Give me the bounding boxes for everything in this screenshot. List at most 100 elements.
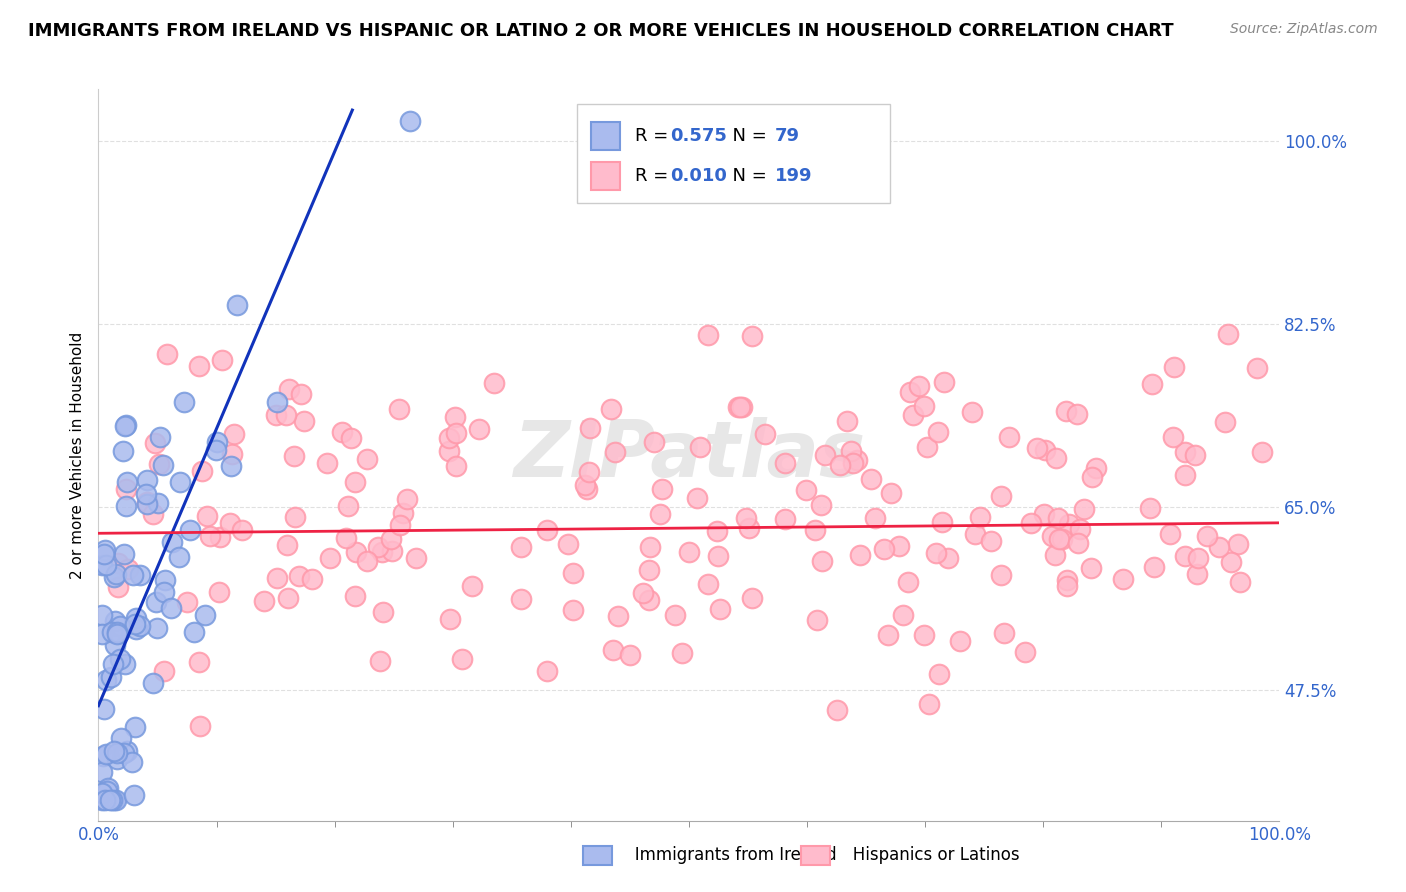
Point xyxy=(111,444,134,458)
Point xyxy=(153,664,176,678)
Point xyxy=(389,518,412,533)
Point xyxy=(274,409,297,423)
Point xyxy=(1163,359,1185,374)
Point xyxy=(276,538,298,552)
Point xyxy=(1219,555,1241,569)
Point xyxy=(1140,377,1163,392)
Point xyxy=(335,531,357,545)
Point xyxy=(444,426,467,441)
Point xyxy=(173,395,195,409)
Point xyxy=(1035,442,1057,457)
Point xyxy=(356,554,378,568)
Point xyxy=(727,400,749,414)
Point xyxy=(371,606,394,620)
Point xyxy=(754,426,776,441)
Point xyxy=(336,499,359,513)
Point xyxy=(94,542,117,557)
Point xyxy=(877,628,900,642)
Point xyxy=(633,586,655,600)
Point xyxy=(1056,573,1078,587)
Point xyxy=(114,657,136,672)
Point xyxy=(932,376,955,390)
Point xyxy=(266,395,288,409)
Point xyxy=(437,443,460,458)
Point xyxy=(696,577,718,591)
Point xyxy=(108,619,131,633)
Point xyxy=(1014,645,1036,659)
Point xyxy=(91,607,114,622)
Point xyxy=(686,491,709,505)
Point xyxy=(849,548,872,562)
Point xyxy=(356,451,378,466)
Point xyxy=(1139,500,1161,515)
Text: Hispanics or Latinos: Hispanics or Latinos xyxy=(837,846,1019,863)
Point xyxy=(91,627,114,641)
Point xyxy=(1045,451,1067,466)
Point xyxy=(969,510,991,524)
Point xyxy=(1213,415,1236,429)
Point xyxy=(114,418,136,433)
Point xyxy=(160,534,183,549)
Point xyxy=(115,482,138,496)
Point xyxy=(889,539,911,553)
Point xyxy=(135,495,157,509)
Point xyxy=(600,401,623,416)
Point xyxy=(579,421,602,435)
Point xyxy=(1195,529,1218,543)
Point xyxy=(1057,517,1080,532)
Point xyxy=(963,527,986,541)
Point xyxy=(814,448,837,462)
Point xyxy=(156,347,179,361)
Point xyxy=(1069,521,1091,535)
Point xyxy=(1174,549,1197,563)
Point xyxy=(136,473,159,487)
Point xyxy=(148,457,170,471)
Point xyxy=(1040,528,1063,542)
Point xyxy=(91,786,114,800)
Point xyxy=(93,548,115,562)
Point xyxy=(1081,469,1104,483)
Point xyxy=(689,440,711,454)
Text: ZIPatlas: ZIPatlas xyxy=(513,417,865,493)
Point xyxy=(1218,326,1240,341)
Point xyxy=(91,765,114,780)
Point xyxy=(1251,445,1274,459)
Point xyxy=(149,430,172,444)
Point xyxy=(960,405,983,419)
Point xyxy=(835,414,858,428)
Point xyxy=(931,515,953,529)
Point xyxy=(451,651,474,665)
Point xyxy=(1021,516,1043,530)
Point xyxy=(839,443,862,458)
Point xyxy=(167,550,190,565)
Point xyxy=(371,545,394,559)
Point xyxy=(105,751,128,765)
Point xyxy=(1112,572,1135,586)
Point xyxy=(100,669,122,683)
Point xyxy=(332,425,354,440)
Point xyxy=(1073,502,1095,516)
Point xyxy=(91,748,114,763)
Point xyxy=(142,507,165,521)
Point xyxy=(825,703,848,717)
Point xyxy=(145,594,167,608)
Y-axis label: 2 or more Vehicles in Household: 2 or more Vehicles in Household xyxy=(69,331,84,579)
Point xyxy=(179,523,201,537)
Point xyxy=(664,607,686,622)
Point xyxy=(443,409,465,424)
Point xyxy=(146,496,169,510)
Point xyxy=(912,399,935,413)
Point xyxy=(444,458,467,473)
Point xyxy=(105,624,128,639)
Point xyxy=(845,453,868,467)
Point xyxy=(1080,561,1102,575)
Text: 0.575: 0.575 xyxy=(671,127,727,145)
Point xyxy=(678,544,700,558)
Point xyxy=(1229,574,1251,589)
Point xyxy=(706,524,728,538)
Point xyxy=(135,486,157,500)
Point xyxy=(387,401,409,416)
Point xyxy=(219,516,242,531)
Point xyxy=(872,542,894,557)
Point xyxy=(101,657,124,671)
